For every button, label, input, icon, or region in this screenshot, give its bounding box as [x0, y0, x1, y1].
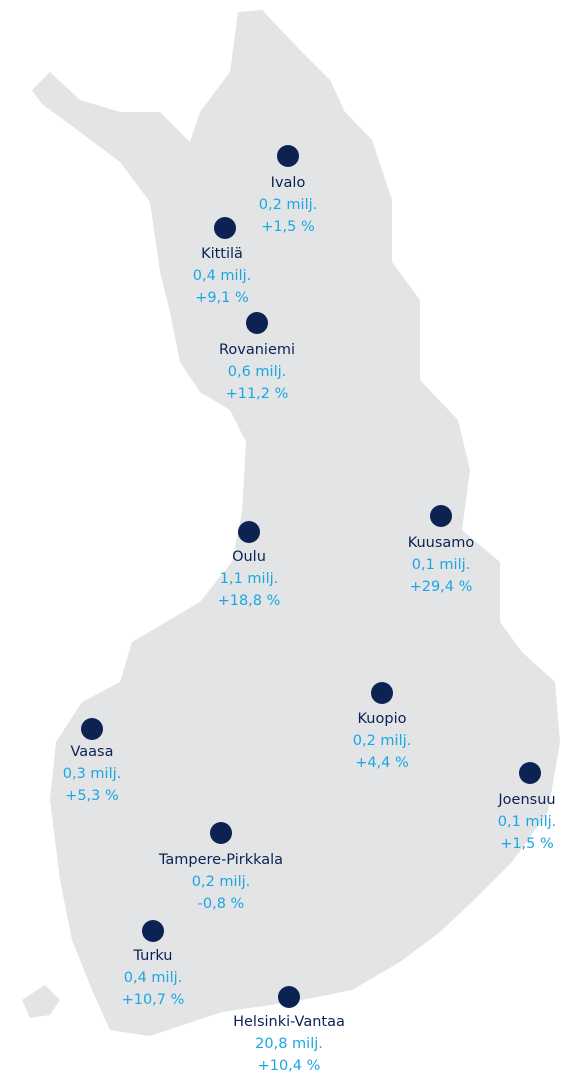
- airport-dot: [519, 762, 541, 784]
- airport-passengers: 20,8 milj.: [255, 1036, 323, 1052]
- airport-name: Kuusamo: [408, 535, 475, 551]
- airport-change: +1,5 %: [261, 219, 315, 235]
- airport-passengers: 0,3 milj.: [63, 766, 122, 782]
- airport-change: -0,8 %: [198, 896, 245, 912]
- airport-change: +9,1 %: [195, 290, 249, 306]
- airport-dot: [238, 521, 260, 543]
- airport-dot: [214, 217, 236, 239]
- airport-name: Joensuu: [497, 792, 555, 808]
- airport-change: +4,4 %: [355, 755, 409, 771]
- airport-change: +10,4 %: [258, 1058, 321, 1074]
- airport-dot: [81, 718, 103, 740]
- airport-name: Kittilä: [201, 246, 243, 262]
- airport-passengers: 0,2 milj.: [259, 197, 318, 213]
- airport-passengers: 0,6 milj.: [228, 364, 287, 380]
- airport-name: Vaasa: [70, 744, 113, 760]
- airport-passengers: 0,1 milj.: [498, 814, 557, 830]
- airport-change: +10,7 %: [122, 992, 185, 1008]
- airport-name: Rovaniemi: [219, 342, 295, 358]
- airport-name: Helsinki-Vantaa: [233, 1014, 345, 1030]
- airport-dot: [246, 312, 268, 334]
- airport-passengers: 0,4 milj.: [193, 268, 252, 284]
- finland-shape: [32, 10, 560, 1036]
- airport-dot: [142, 920, 164, 942]
- airport-dot: [371, 682, 393, 704]
- islands: [22, 985, 60, 1018]
- airport-passengers: 0,2 milj.: [353, 733, 412, 749]
- airport-passengers: 0,1 milj.: [412, 557, 471, 573]
- airport-name: Tampere-Pirkkala: [158, 852, 283, 868]
- airport-change: +18,8 %: [218, 593, 281, 609]
- airport-passengers: 1,1 milj.: [220, 571, 279, 587]
- airport-dot: [277, 145, 299, 167]
- airport-dot: [430, 505, 452, 527]
- airport-change: +11,2 %: [226, 386, 289, 402]
- airport-change: +29,4 %: [410, 579, 473, 595]
- airport-name: Turku: [133, 948, 173, 964]
- airport-name: Ivalo: [271, 175, 306, 191]
- airport-dot: [210, 822, 232, 844]
- airport-name: Oulu: [232, 549, 266, 565]
- airport-change: +5,3 %: [65, 788, 119, 804]
- airport-dot: [278, 986, 300, 1008]
- airport-name: Kuopio: [358, 711, 407, 727]
- airport-passengers: 0,4 milj.: [124, 970, 183, 986]
- airport-change: +1,5 %: [500, 836, 554, 852]
- airport-passengers: 0,2 milj.: [192, 874, 251, 890]
